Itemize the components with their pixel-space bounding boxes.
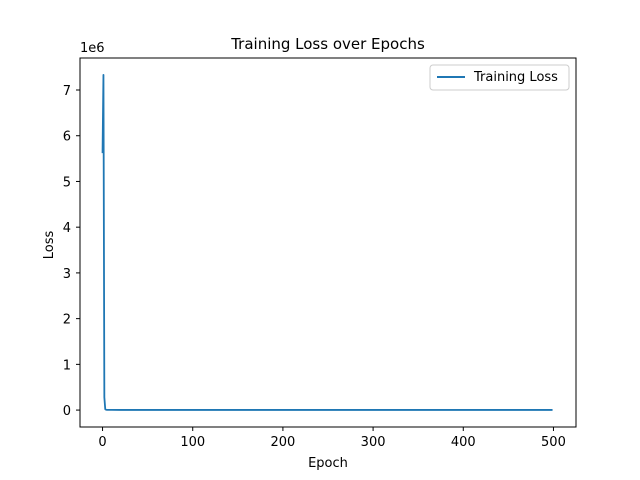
legend-label-training-loss: Training Loss (473, 70, 558, 85)
y-axis-label: Loss (42, 231, 57, 260)
y-tick-label: 0 (63, 404, 71, 419)
y-tick-label: 4 (63, 221, 71, 236)
x-tick-label: 0 (98, 435, 106, 450)
x-tick-label: 100 (180, 435, 205, 450)
series-line-training-loss (101, 74, 553, 411)
chart-title: Training Loss over Epochs (230, 35, 425, 53)
plot-area (101, 74, 553, 411)
y-tick-label: 1 (63, 358, 71, 373)
y-tick-label: 6 (63, 130, 71, 145)
axis-ticks: 0 100 200 300 400 500 0 1 2 3 4 5 6 7 (63, 84, 566, 450)
y-tick-label: 3 (63, 267, 71, 282)
legend: Training Loss (429, 64, 570, 91)
axes-frame (79, 57, 577, 428)
x-tick-label: 300 (361, 435, 386, 450)
y-tick-label: 5 (63, 175, 71, 190)
x-axis-label: Epoch (308, 456, 348, 471)
legend-box (429, 64, 570, 91)
x-tick-label: 500 (541, 435, 566, 450)
y-multiplier-label: 1e6 (80, 41, 105, 56)
x-tick-label: 400 (451, 435, 476, 450)
y-tick-label: 7 (63, 84, 71, 99)
x-tick-label: 200 (270, 435, 295, 450)
y-tick-label: 2 (63, 313, 71, 328)
